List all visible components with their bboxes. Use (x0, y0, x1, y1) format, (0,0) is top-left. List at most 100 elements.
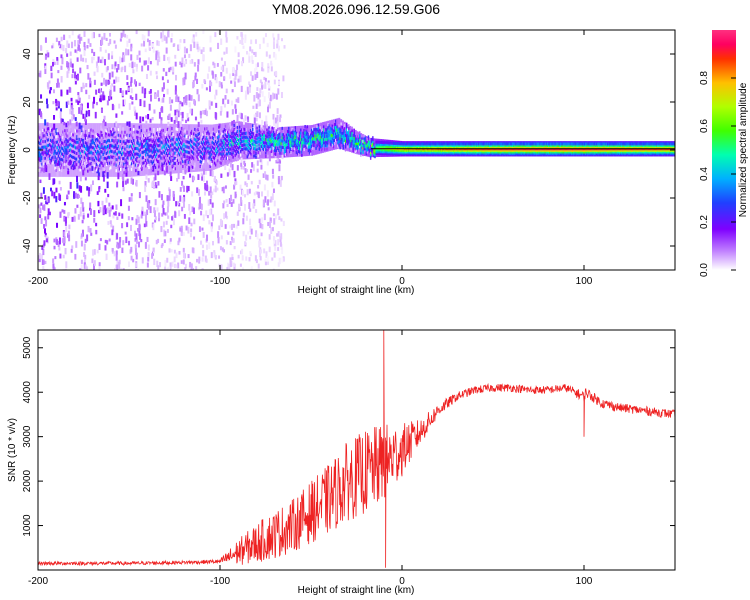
spectrogram-ridge-cell (194, 152, 196, 156)
spectrogram-ridge-cell (56, 134, 58, 138)
spectrogram-ridge-cell (341, 144, 343, 148)
spectrogram-ridge-cell (264, 148, 266, 152)
spectrogram-ridge-cell (157, 144, 159, 148)
spectrogram-ridge-cell (413, 152, 416, 156)
spectrogram-ridge-cell (411, 150, 413, 154)
spectrogram-ridge-cell (164, 164, 167, 168)
spectrogram-noise-cell (134, 237, 137, 242)
spectrogram-noise-cell (155, 71, 158, 75)
spectrogram-ridge-cell (471, 144, 473, 148)
spectrogram-ridge-cell (295, 134, 298, 138)
spectrogram-ridge-cell (215, 156, 218, 160)
spectrogram-ridge-cell (78, 143, 80, 147)
spectrogram-noise-cell (165, 212, 168, 216)
spectrogram-ridge-cell (279, 132, 281, 136)
spectrogram-noise-cell (236, 155, 239, 161)
spectrogram-ridge-cell (366, 140, 369, 144)
spectrogram-ridge-cell (451, 142, 454, 146)
spectrogram-noise-cell (44, 67, 47, 75)
spectrogram-ridge-cell (50, 133, 52, 137)
spectrogram-ridge-cell (285, 149, 288, 153)
spectrogram-noise-cell (225, 31, 228, 38)
spectrogram-noise-cell (224, 95, 227, 100)
spectrogram-ridge-cell (215, 151, 218, 155)
spectrogram-ridge-cell (479, 144, 481, 148)
spectrogram-ridge-cell (218, 153, 220, 157)
spectrogram-ridge-cell (353, 131, 355, 135)
spectrogram-noise-cell (56, 57, 59, 61)
spectrogram-ridge-cell (235, 144, 238, 148)
spectrogram-ridge-cell (468, 142, 470, 146)
spectrogram-ridge-cell (116, 163, 119, 167)
spectrogram-ridge-cell (335, 129, 337, 133)
spectrogram-noise-cell (140, 164, 143, 169)
spectrogram-ridge-cell (286, 139, 289, 143)
spectrogram-ridge-cell (231, 131, 233, 135)
spectrogram-ridge-cell (191, 145, 194, 149)
spectrogram-ridge-cell (380, 150, 383, 154)
spectrogram-ridge-cell (115, 163, 117, 167)
spectrogram-ridge-cell (232, 134, 234, 138)
spectrogram-ridge-cell (476, 148, 479, 152)
spectrogram-ridge-cell (93, 136, 96, 140)
spectrogram-ridge-cell (416, 152, 419, 156)
spectrogram-noise-cell (204, 171, 207, 175)
spectrogram-ridge-cell (76, 151, 78, 155)
spectrogram-ridge-cell (311, 135, 313, 139)
spectrogram-noise-cell (103, 170, 106, 174)
spectrogram-ridge-cell (371, 145, 373, 149)
spectrogram-noise-cell (235, 153, 238, 161)
spectrogram-ridge-cell (278, 132, 280, 136)
spectrogram-noise-cell (202, 250, 205, 257)
spectrogram-noise-cell (168, 248, 171, 253)
spectrogram-noise-cell (249, 251, 252, 255)
spectrogram-noise-cell (277, 262, 280, 267)
spectrogram-noise-cell (248, 55, 251, 63)
spectrogram-noise-cell (237, 97, 240, 103)
spectrogram-ridge-cell (433, 150, 435, 154)
spectrogram-ridge-cell (424, 144, 426, 148)
spectrogram-ridge-cell (59, 160, 62, 164)
spectrogram-ridge-cell (86, 148, 88, 152)
spectrogram-ridge-cell (99, 163, 101, 167)
spectrogram-noise-cell (220, 57, 223, 61)
spectrogram-ridge-cell (90, 150, 92, 154)
spectrogram-ridge-cell (189, 148, 192, 152)
spectrogram-noise-cell (281, 154, 284, 160)
spectrogram-ridge-cell (415, 152, 418, 156)
spectrogram-ridge-cell (177, 131, 180, 135)
spectrogram-ridge-cell (181, 132, 183, 136)
spectrogram-ridge-cell (432, 148, 434, 152)
spectrogram-noise-cell (107, 146, 110, 150)
spectrogram-ridge-cell (352, 146, 354, 150)
spectrogram-noise-cell (204, 148, 207, 154)
spectrogram-ridge-cell (40, 153, 42, 157)
spectrogram-ridge-cell (456, 145, 458, 149)
spectrogram-ridge-cell (272, 140, 275, 144)
spectrogram-noise-cell (239, 263, 242, 267)
spectrogram-ridge-cell (325, 137, 327, 141)
spectrogram-ridge-cell (203, 151, 206, 155)
spectrogram-ridge-cell (290, 131, 292, 135)
spectrogram-noise-cell (63, 240, 66, 246)
spectrogram-ridge-cell (250, 127, 253, 131)
spectrogram-ridge-cell (290, 141, 292, 145)
spectrogram-halo-cell (141, 123, 144, 176)
spectrogram-ridge-cell (332, 132, 335, 136)
spectrogram-ridge-cell (96, 144, 99, 148)
spectrogram-noise-cell (116, 68, 119, 73)
spectrogram-ridge-cell (190, 159, 193, 163)
spectrogram-noise-cell (64, 162, 67, 168)
spectrogram-ridge-cell (380, 152, 383, 156)
spectrogram-noise-cell (116, 233, 119, 240)
spectrogram-ridge-cell (355, 139, 358, 143)
spectrogram-ridge-cell (176, 133, 179, 137)
spectrogram-ridge-cell (56, 129, 58, 133)
spectrogram-ridge-cell (284, 133, 287, 137)
spectrogram-ridge-cell (63, 132, 65, 136)
spectrogram-ridge-cell (69, 131, 72, 135)
spectrogram-ridge-cell (137, 141, 139, 145)
spectrogram-noise-cell (162, 200, 165, 205)
spectrogram-noise-cell (183, 98, 186, 105)
spectrogram-ridge-cell (284, 149, 287, 153)
